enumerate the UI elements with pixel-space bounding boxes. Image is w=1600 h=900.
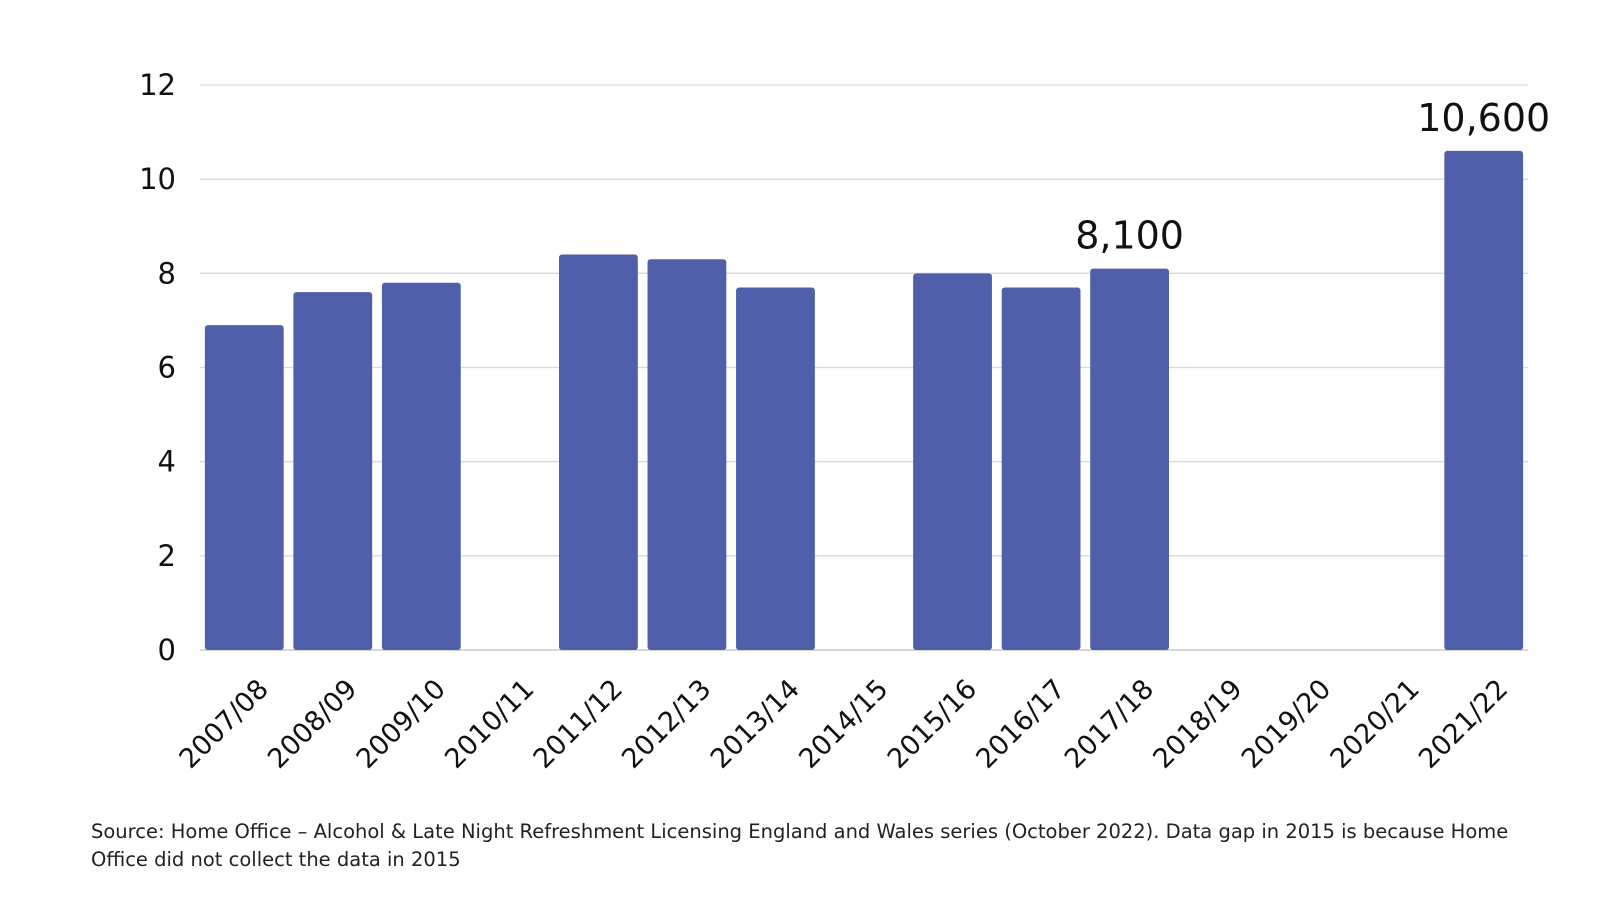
y-tick-label: 8 [158, 256, 176, 290]
y-tick-label: 4 [158, 445, 176, 479]
x-tick-label: 2016/17 [970, 674, 1071, 775]
data-label: 8,100 [1075, 214, 1184, 258]
x-tick-label: 2012/13 [616, 674, 717, 775]
bar [913, 273, 992, 650]
x-axis-ticks: 2007/082008/092009/102010/112011/122012/… [174, 674, 1515, 775]
x-tick-label: 2020/21 [1324, 674, 1425, 775]
x-tick-label: 2010/11 [439, 674, 540, 775]
x-tick-label: 2015/16 [882, 674, 983, 775]
source-note: Source: Home Office – Alcohol & Late Nig… [91, 820, 1509, 871]
bar [736, 287, 815, 650]
x-tick-label: 2018/19 [1147, 674, 1248, 775]
x-tick-label: 2021/22 [1413, 674, 1514, 775]
x-tick-label: 2013/14 [705, 674, 806, 775]
x-tick-label: 2007/08 [174, 674, 275, 775]
bars [204, 150, 1524, 650]
x-tick-label: 2009/10 [351, 674, 452, 775]
y-tick-label: 6 [158, 351, 176, 385]
y-tick-label: 2 [158, 539, 176, 573]
x-tick-label: 2014/15 [793, 674, 894, 775]
y-tick-label: 0 [158, 633, 176, 667]
y-axis-ticks: 0 2 4 6 8 10 12 [139, 68, 176, 667]
bar [559, 254, 638, 650]
x-tick-label: 2019/20 [1236, 674, 1337, 775]
y-tick-label: 10 [139, 162, 176, 196]
bar [204, 325, 284, 650]
bar [1001, 287, 1081, 650]
bar [647, 259, 727, 650]
data-labels: 8,100 10,600 [1075, 96, 1550, 258]
x-tick-label: 2011/12 [528, 674, 629, 775]
bar [293, 292, 373, 650]
bar [381, 282, 461, 650]
x-tick-label: 2017/18 [1059, 674, 1160, 775]
data-label: 10,600 [1417, 96, 1550, 140]
x-tick-label: 2008/09 [262, 674, 363, 775]
y-tick-label: 12 [139, 68, 176, 102]
bar [1090, 268, 1169, 650]
bar [1444, 150, 1524, 650]
